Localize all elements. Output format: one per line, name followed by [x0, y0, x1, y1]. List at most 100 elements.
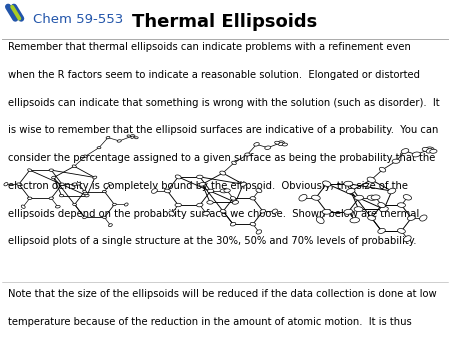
Ellipse shape — [256, 189, 262, 193]
Ellipse shape — [220, 171, 226, 175]
Ellipse shape — [254, 143, 259, 146]
Ellipse shape — [412, 152, 420, 157]
Ellipse shape — [164, 189, 171, 193]
Ellipse shape — [367, 195, 377, 200]
Ellipse shape — [130, 135, 135, 137]
Ellipse shape — [397, 228, 405, 233]
Ellipse shape — [323, 181, 331, 187]
Ellipse shape — [117, 140, 122, 142]
Text: ellipsoids can indicate that something is wrong with the solution (such as disor: ellipsoids can indicate that something i… — [8, 98, 440, 108]
Ellipse shape — [392, 159, 400, 163]
Ellipse shape — [379, 167, 386, 172]
Ellipse shape — [83, 216, 86, 219]
Ellipse shape — [59, 194, 64, 197]
Ellipse shape — [322, 209, 331, 214]
Ellipse shape — [401, 149, 409, 153]
Ellipse shape — [419, 215, 427, 221]
Ellipse shape — [260, 210, 265, 213]
Ellipse shape — [17, 183, 21, 186]
Text: ellipsoid plots of a single structure at the 30%, 50% and 70% levels of probabil: ellipsoid plots of a single structure at… — [8, 236, 417, 246]
Ellipse shape — [232, 200, 239, 204]
Ellipse shape — [97, 147, 101, 149]
Text: electron density is completely bound by the ellipsoid.  Obviously, the size of t: electron density is completely bound by … — [8, 181, 408, 191]
Ellipse shape — [152, 189, 158, 193]
Ellipse shape — [83, 190, 86, 193]
Ellipse shape — [85, 194, 89, 197]
Ellipse shape — [355, 195, 364, 200]
Ellipse shape — [52, 176, 56, 179]
Ellipse shape — [367, 177, 375, 183]
Ellipse shape — [135, 137, 138, 139]
Ellipse shape — [274, 141, 280, 144]
Ellipse shape — [60, 183, 64, 186]
Ellipse shape — [272, 209, 278, 214]
Ellipse shape — [106, 136, 110, 139]
Text: Remember that thermal ellipsoids can indicate problems with a refinement even: Remember that thermal ellipsoids can ind… — [8, 42, 411, 52]
Ellipse shape — [422, 147, 429, 151]
Ellipse shape — [203, 212, 210, 215]
Ellipse shape — [220, 189, 227, 193]
Ellipse shape — [316, 217, 324, 223]
Ellipse shape — [350, 218, 360, 223]
Ellipse shape — [378, 228, 385, 234]
Ellipse shape — [93, 176, 97, 179]
Ellipse shape — [371, 195, 380, 200]
Ellipse shape — [76, 183, 81, 185]
Ellipse shape — [256, 230, 261, 234]
Text: consider the percentage assigned to a given surface as being the probability tha: consider the percentage assigned to a gi… — [8, 153, 436, 163]
Ellipse shape — [103, 216, 106, 219]
Ellipse shape — [245, 153, 250, 156]
Ellipse shape — [175, 203, 181, 207]
Text: Note that the size of the ellipsoids will be reduced if the data collection is d: Note that the size of the ellipsoids wil… — [8, 289, 436, 299]
Ellipse shape — [368, 216, 376, 220]
Ellipse shape — [27, 169, 32, 172]
Ellipse shape — [108, 183, 112, 185]
Ellipse shape — [112, 203, 116, 206]
Ellipse shape — [4, 183, 8, 186]
Text: Chem 59-553: Chem 59-553 — [33, 13, 123, 25]
Ellipse shape — [72, 203, 76, 206]
Ellipse shape — [299, 194, 307, 201]
Ellipse shape — [265, 146, 271, 149]
Ellipse shape — [279, 142, 284, 146]
Ellipse shape — [282, 143, 288, 146]
Ellipse shape — [426, 148, 433, 153]
Ellipse shape — [250, 222, 256, 226]
Ellipse shape — [403, 195, 412, 200]
Ellipse shape — [230, 196, 236, 200]
Ellipse shape — [127, 135, 130, 137]
Ellipse shape — [197, 175, 203, 179]
Ellipse shape — [175, 175, 181, 179]
Ellipse shape — [220, 210, 226, 213]
Ellipse shape — [344, 181, 353, 186]
Ellipse shape — [21, 205, 25, 208]
Ellipse shape — [425, 147, 434, 152]
Ellipse shape — [397, 203, 405, 208]
Ellipse shape — [311, 195, 320, 200]
Ellipse shape — [72, 165, 76, 168]
Ellipse shape — [407, 216, 415, 220]
Ellipse shape — [404, 236, 411, 242]
Ellipse shape — [232, 161, 236, 165]
Ellipse shape — [197, 203, 203, 207]
Ellipse shape — [27, 197, 32, 199]
Ellipse shape — [240, 182, 246, 186]
Ellipse shape — [354, 207, 363, 212]
Text: is wise to remember that the ellipsoid surfaces are indicative of a probability.: is wise to remember that the ellipsoid s… — [8, 125, 438, 136]
Ellipse shape — [388, 188, 396, 194]
Ellipse shape — [346, 189, 355, 194]
Ellipse shape — [103, 190, 107, 193]
Ellipse shape — [207, 189, 214, 193]
Text: when the R factors seem to indicate a reasonable solution.  Elongated or distort: when the R factors seem to indicate a re… — [8, 70, 420, 80]
Ellipse shape — [49, 169, 54, 171]
Ellipse shape — [278, 141, 284, 144]
Ellipse shape — [224, 189, 230, 192]
Ellipse shape — [169, 211, 175, 216]
Ellipse shape — [250, 197, 256, 200]
Ellipse shape — [380, 207, 388, 212]
Ellipse shape — [230, 222, 236, 226]
Ellipse shape — [207, 201, 213, 204]
Ellipse shape — [125, 203, 128, 206]
Ellipse shape — [72, 183, 77, 186]
Ellipse shape — [378, 202, 385, 208]
